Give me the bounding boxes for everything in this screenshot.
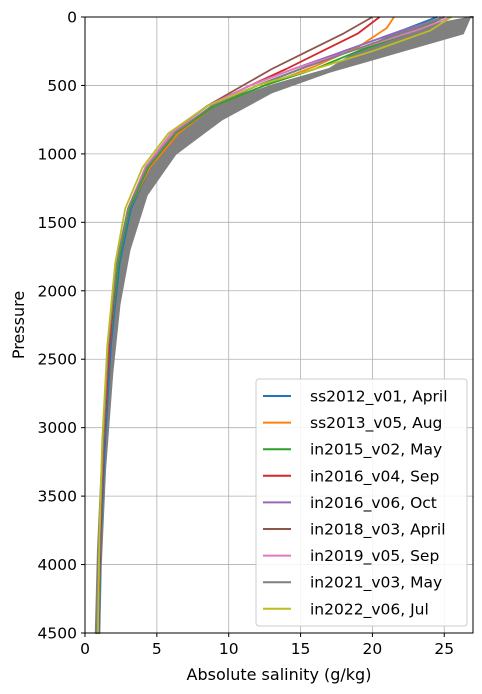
- y-tick-label: 4000: [38, 556, 77, 574]
- y-tick-label: 1000: [38, 145, 77, 163]
- x-axis-ticks: 0 5 10 15 20 25: [80, 633, 454, 658]
- legend-label-1: ss2013_v05, Aug: [310, 414, 442, 433]
- x-tick-label: 20: [363, 640, 383, 658]
- legend-label-7: in2021_v03, May: [310, 574, 442, 593]
- legend-label-5: in2018_v03, April: [310, 521, 446, 540]
- legend-box: [255, 378, 468, 627]
- y-tick-label: 3500: [38, 488, 77, 506]
- x-tick-label: 0: [80, 640, 90, 658]
- y-axis-label: Pressure: [9, 291, 28, 359]
- series-lines: [97, 16, 452, 634]
- y-tick-label: 0: [67, 9, 77, 27]
- y-tick-label: 500: [47, 77, 77, 95]
- legend-label-0: ss2012_v01, April: [310, 388, 448, 407]
- y-tick-label: 2500: [38, 351, 77, 369]
- y-tick-label: 1500: [38, 214, 77, 232]
- x-tick-label: 15: [291, 640, 311, 658]
- y-tick-label: 2000: [38, 282, 77, 300]
- legend: ss2012_v01, April ss2013_v05, Aug in2015_v…: [255, 378, 468, 627]
- plot-frame: [84, 16, 474, 634]
- legend-label-6: in2019_v05, Sep: [310, 547, 439, 566]
- legend-label-2: in2015_v02, May: [310, 441, 442, 460]
- x-tick-label: 10: [219, 640, 239, 658]
- x-axis-label: Absolute salinity (g/kg): [187, 665, 372, 684]
- y-tick-label: 4500: [38, 625, 77, 643]
- y-tick-label: 3000: [38, 419, 77, 437]
- legend-label-4: in2016_v06, Oct: [310, 494, 437, 513]
- legend-label-8: in2022_v06, Jul: [310, 600, 429, 619]
- legend-label-3: in2016_v04, Sep: [310, 467, 439, 486]
- x-tick-label: 25: [434, 640, 454, 658]
- x-tick-label: 5: [152, 640, 162, 658]
- series-line-8: [97, 16, 452, 634]
- y-axis-ticks: 0 500 1000 1500 2000 2500 3000 3500 4000 4500: [38, 9, 85, 643]
